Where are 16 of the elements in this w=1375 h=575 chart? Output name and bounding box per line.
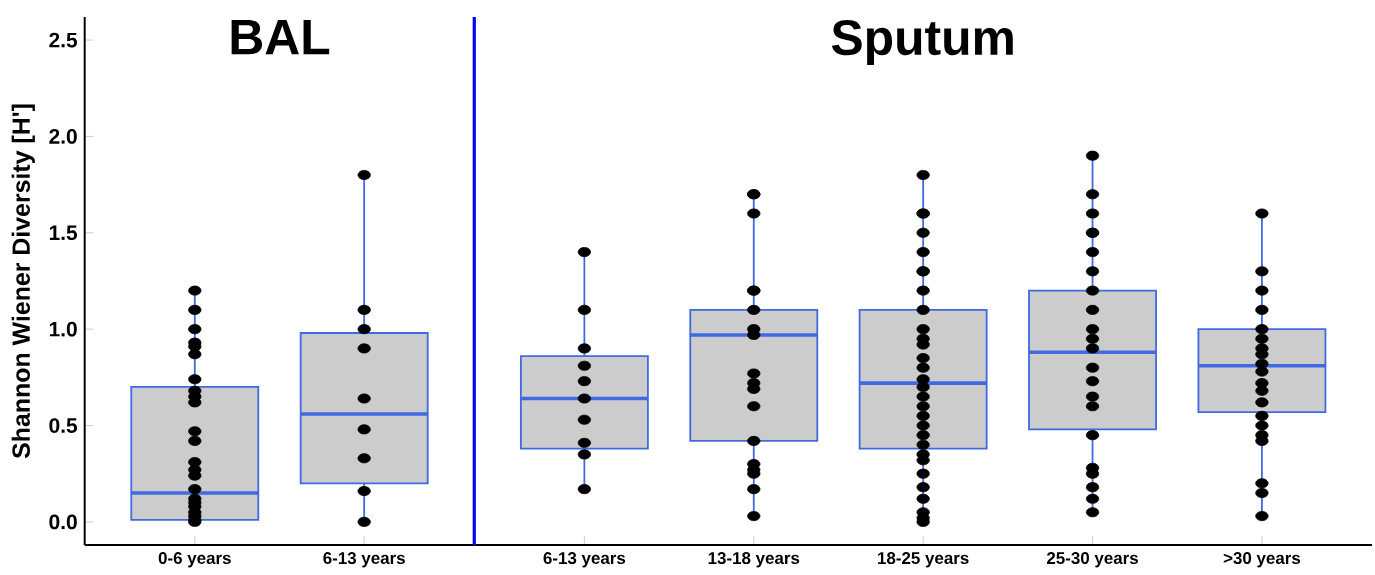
y-tick-label: 1.0 <box>49 321 77 337</box>
x-tick-label: 6-13 years <box>543 552 626 568</box>
y-tick-label: 0.5 <box>49 418 78 433</box>
x-tick-label: >30 years <box>1223 552 1301 568</box>
x-tick-label: 18-25 years <box>878 552 969 568</box>
x-tick-label: 25-30 years <box>1046 552 1138 568</box>
y-tick-label: 0.0 <box>49 514 77 530</box>
chart-title: BAL <box>231 19 330 55</box>
chart-title: Sputum <box>831 19 1013 66</box>
x-tick-label: 6-13 years <box>323 552 405 568</box>
y-tick-label: 2.5 <box>49 32 78 48</box>
x-tick-label: 13-18 years <box>708 552 800 568</box>
y-tick-label: 1.5 <box>49 225 78 241</box>
y-axis-title: Shannon Wiener Diversity [H'] <box>11 104 35 459</box>
y-tick-label: 2.0 <box>49 129 77 144</box>
x-tick-label: 0-6 years <box>158 552 231 568</box>
